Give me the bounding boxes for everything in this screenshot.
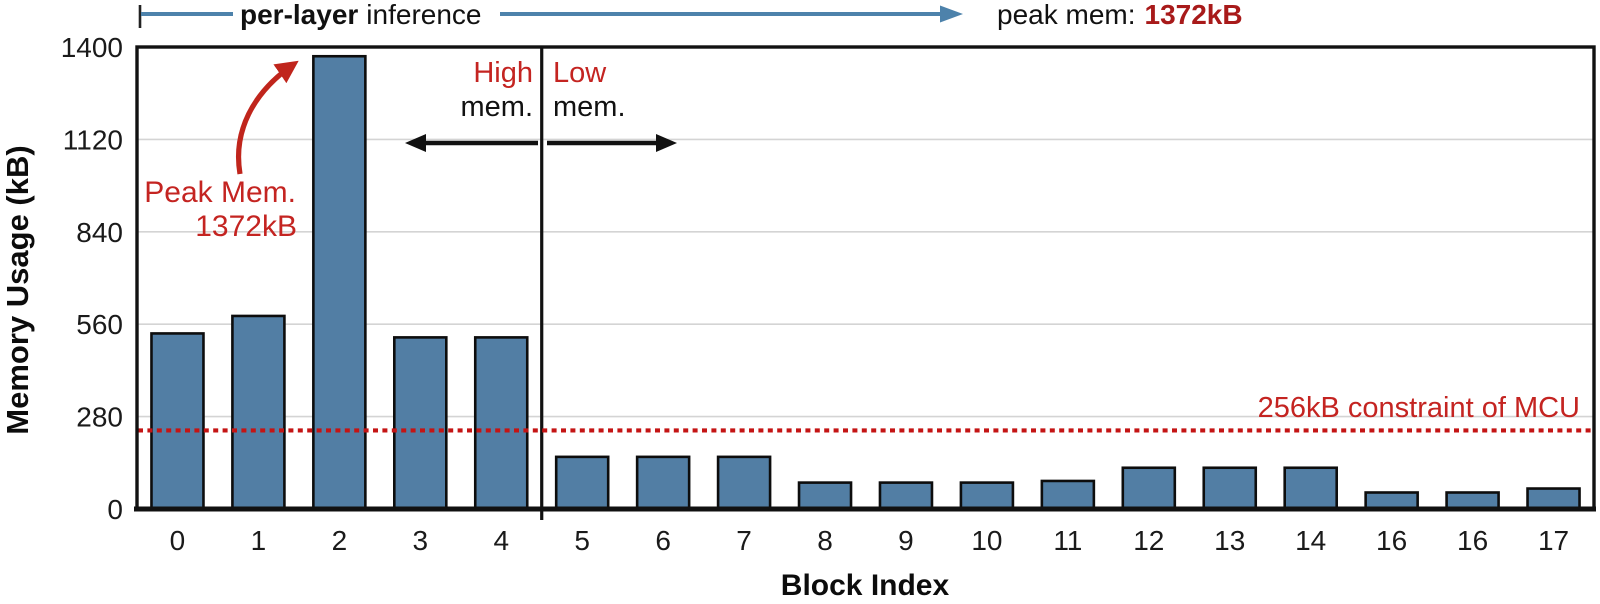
per-layer-inference-label: per-layer inference bbox=[240, 0, 481, 30]
x-tick-label: 0 bbox=[170, 525, 186, 556]
peak-mem-text: peak mem: bbox=[997, 0, 1136, 30]
inference-text: inference bbox=[366, 0, 481, 30]
x-tick-label: 16 bbox=[1376, 525, 1407, 556]
y-tick-label: 280 bbox=[76, 402, 123, 433]
bar-block-0-idx0 bbox=[150, 332, 205, 511]
left-arrowhead-icon bbox=[405, 134, 426, 152]
x-tick-label: 1 bbox=[251, 525, 267, 556]
bar-block-12-idx12 bbox=[1121, 466, 1177, 511]
bar-block-2-idx2 bbox=[312, 54, 367, 511]
x-axis-title: Block Index bbox=[781, 569, 950, 602]
per-layer-span-annotation: per-layer inference peak mem: 1372kB bbox=[138, 0, 1243, 30]
x-tick-label: 9 bbox=[898, 525, 914, 556]
y-tick-label: 0 bbox=[107, 494, 123, 525]
bar-block-9-idx9 bbox=[878, 481, 934, 511]
peak-mem-top-label: peak mem: 1372kB bbox=[997, 0, 1243, 30]
low-label: Low bbox=[553, 57, 607, 89]
y-tick-label: 1400 bbox=[61, 32, 123, 63]
y-axis-title: Memory Usage (kB) bbox=[0, 145, 35, 434]
bar-block-6-idx6 bbox=[635, 455, 691, 511]
x-tick-label: 7 bbox=[736, 525, 752, 556]
y-tick-label: 840 bbox=[76, 217, 123, 248]
x-tick-label: 10 bbox=[971, 525, 1002, 556]
gridlines bbox=[138, 138, 1593, 418]
x-tick-label: 17 bbox=[1538, 525, 1569, 556]
bar-block-13-idx13 bbox=[1202, 466, 1258, 511]
x-tick-label: 4 bbox=[493, 525, 509, 556]
x-tick-label: 8 bbox=[817, 525, 833, 556]
bar-block-1-idx1 bbox=[231, 314, 286, 511]
x-tick-label: 5 bbox=[574, 525, 590, 556]
peak-annotation-line1: Peak Mem. bbox=[144, 176, 296, 209]
high-label: High bbox=[473, 57, 533, 89]
bar-block-17-idx17 bbox=[1526, 487, 1581, 511]
peak-curved-arrow-icon bbox=[236, 60, 299, 175]
bar-block-5-idx5 bbox=[554, 455, 610, 511]
x-tick-label: 14 bbox=[1295, 525, 1326, 556]
bar-block-4-idx4 bbox=[473, 336, 529, 511]
x-tick-label: 13 bbox=[1214, 525, 1245, 556]
right-arrowhead-icon bbox=[656, 134, 677, 152]
bar-block-11-idx11 bbox=[1040, 479, 1096, 511]
span-arrowhead-icon bbox=[940, 5, 963, 23]
y-tick-label: 560 bbox=[76, 309, 123, 340]
x-tick-label: 12 bbox=[1133, 525, 1164, 556]
peak-mem-value: 1372kB bbox=[1145, 0, 1243, 30]
high-mem-label: mem. bbox=[461, 91, 534, 123]
x-tick-label: 16 bbox=[1457, 525, 1488, 556]
mcu-constraint-label: 256kB constraint of MCU bbox=[1258, 392, 1580, 424]
bar-block-14-idx14 bbox=[1283, 466, 1338, 511]
y-tick-label: 1120 bbox=[63, 124, 123, 155]
low-mem-label: mem. bbox=[553, 91, 626, 123]
peak-annotation-line2: 1372kB bbox=[195, 210, 297, 243]
bar-block-7-idx7 bbox=[716, 455, 772, 511]
high-low-region-labels: High mem. Low mem. bbox=[405, 57, 677, 152]
bar-block-3-idx3 bbox=[393, 336, 448, 511]
x-tick-label: 2 bbox=[332, 525, 348, 556]
bars-group bbox=[150, 54, 1581, 511]
peak-mem-annotation: Peak Mem. 1372kB bbox=[144, 60, 299, 243]
y-tick-labels: 0 280 560 840 1120 1400 bbox=[61, 32, 123, 525]
per-layer-bold-text: per-layer bbox=[240, 0, 358, 30]
x-tick-label: 3 bbox=[413, 525, 429, 556]
x-tick-label: 6 bbox=[655, 525, 671, 556]
bar-block-8-idx8 bbox=[797, 481, 853, 511]
x-tick-labels: 0 1 2 3 4 5 6 7 8 9 10 11 12 13 14 16 16 17 bbox=[170, 525, 1569, 556]
x-tick-label: 11 bbox=[1053, 525, 1082, 556]
bar-block-10-idx10 bbox=[959, 481, 1015, 511]
